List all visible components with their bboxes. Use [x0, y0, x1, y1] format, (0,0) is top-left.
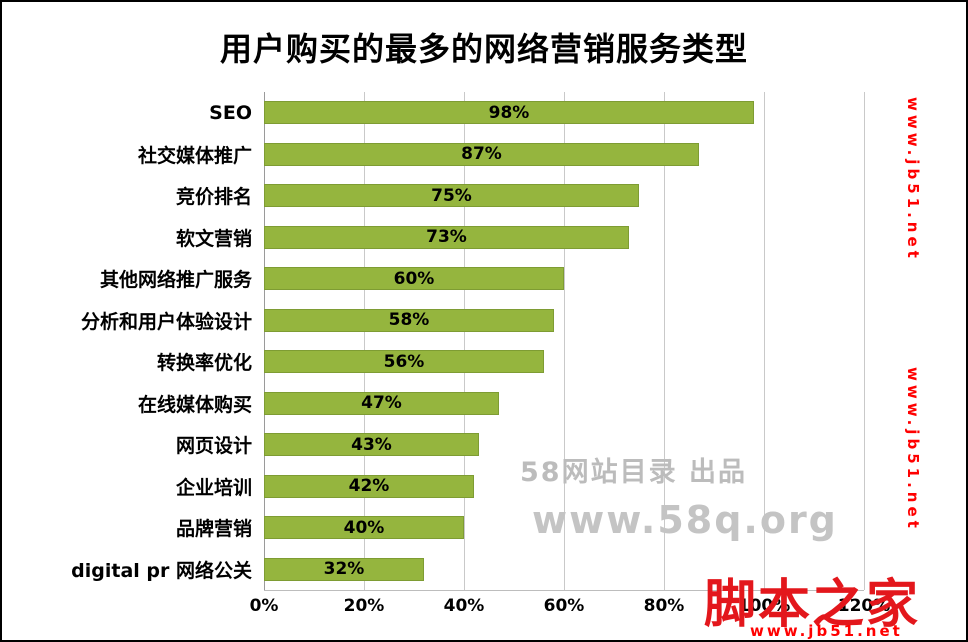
bar-row: 企业培训 42% — [2, 466, 864, 508]
category-label: SEO — [209, 101, 252, 124]
value-label: 75% — [431, 185, 472, 206]
bar-track: 42% — [264, 474, 864, 498]
bar: 73% — [264, 225, 629, 249]
x-tick-label: 80% — [643, 596, 685, 616]
x-tick-label: 0% — [249, 596, 279, 616]
category-label: 在线媒体购买 — [137, 393, 252, 416]
x-tick-label: 20% — [343, 596, 385, 616]
bar-row: 转换率优化 56% — [2, 341, 864, 383]
bar: 58% — [264, 308, 554, 332]
bar-row: 其他网络推广服务 60% — [2, 258, 864, 300]
bar-track: 87% — [264, 142, 864, 166]
bar-rows: SEO 98% 社交媒体推广 87% 竞价排名 75% 软文营销 73% 其他网络推广服务 60%… — [2, 92, 864, 590]
category-label: 分析和用户体验设计 — [80, 310, 252, 333]
gridline — [664, 92, 665, 590]
category-label: digital pr 网络公关 — [71, 559, 252, 582]
category-label: 其他网络推广服务 — [99, 269, 252, 292]
value-label: 32% — [323, 559, 365, 580]
bar-track: 58% — [264, 308, 864, 332]
gridline — [464, 92, 465, 590]
bar-row: 软文营销 73% — [2, 217, 864, 259]
category-label: 竞价排名 — [175, 186, 252, 209]
bar-track: 47% — [264, 391, 864, 415]
value-label: 73% — [426, 227, 467, 248]
value-label: 47% — [361, 393, 402, 414]
value-label: 42% — [348, 476, 390, 497]
bar-track: 73% — [264, 225, 864, 249]
watermark-source-url: www.58q.org — [532, 498, 838, 542]
watermark-side-url-top: www.jb51.net — [904, 97, 922, 262]
bar-track: 98% — [264, 101, 864, 125]
x-tick-label: 120% — [837, 596, 891, 616]
bar-row: 在线媒体购买 47% — [2, 383, 864, 425]
bar: 98% — [264, 101, 754, 125]
category-label: 企业培训 — [175, 476, 252, 499]
bar: 40% — [264, 516, 464, 540]
x-tick-label: 60% — [543, 596, 585, 616]
bar-track: 32% — [264, 557, 864, 581]
bar-track: 75% — [264, 184, 864, 208]
bar: 75% — [264, 184, 639, 208]
bar-row: 网页设计 43% — [2, 424, 864, 466]
bar-row: SEO 98% — [2, 92, 864, 134]
value-label: 43% — [351, 434, 392, 455]
plot-area — [264, 92, 865, 591]
watermark-side-url-bottom: www.jb51.net — [904, 367, 922, 532]
bar: 43% — [264, 433, 479, 457]
bar: 42% — [264, 474, 474, 498]
value-label: 56% — [383, 351, 425, 372]
bar: 56% — [264, 350, 544, 374]
value-label: 60% — [393, 268, 435, 289]
x-tick-label: 100% — [737, 596, 791, 616]
category-label: 品牌营销 — [175, 518, 252, 541]
bar-track: 40% — [264, 516, 864, 540]
value-label: 98% — [488, 102, 530, 123]
bar: 47% — [264, 391, 499, 415]
gridline — [864, 92, 865, 590]
bar-track: 43% — [264, 433, 864, 457]
bar-row: 社交媒体推广 87% — [2, 134, 864, 176]
bar-row: digital pr 网络公关 32% — [2, 549, 864, 591]
gridline — [264, 92, 265, 590]
category-label: 社交媒体推广 — [137, 144, 252, 167]
value-label: 58% — [388, 310, 430, 331]
bar: 60% — [264, 267, 564, 291]
watermark-brand-url: www.jb51.net — [750, 622, 903, 640]
category-label: 转换率优化 — [156, 352, 252, 375]
gridline — [764, 92, 765, 590]
watermark-source-text: 58网站目录 出品 — [520, 457, 747, 488]
bar-track: 60% — [264, 267, 864, 291]
value-label: 40% — [343, 517, 385, 538]
category-label: 软文营销 — [175, 227, 252, 250]
x-axis: 0% 20% 40% 60% 80% 100% 120% — [2, 596, 966, 620]
bar: 87% — [264, 142, 699, 166]
x-tick-label: 40% — [443, 596, 485, 616]
category-label: 网页设计 — [175, 435, 252, 458]
bar-track: 56% — [264, 350, 864, 374]
chart-title: 用户购买的最多的网络营销服务类型 — [219, 30, 748, 68]
bar-row: 品牌营销 40% — [2, 507, 864, 549]
value-label: 87% — [461, 144, 502, 165]
bar-row: 竞价排名 75% — [2, 175, 864, 217]
gridline — [564, 92, 565, 590]
bar: 32% — [264, 557, 424, 581]
watermark-brand-logo: 脚本之家 — [704, 574, 921, 635]
gridline — [364, 92, 365, 590]
bar-row: 分析和用户体验设计 58% — [2, 300, 864, 342]
